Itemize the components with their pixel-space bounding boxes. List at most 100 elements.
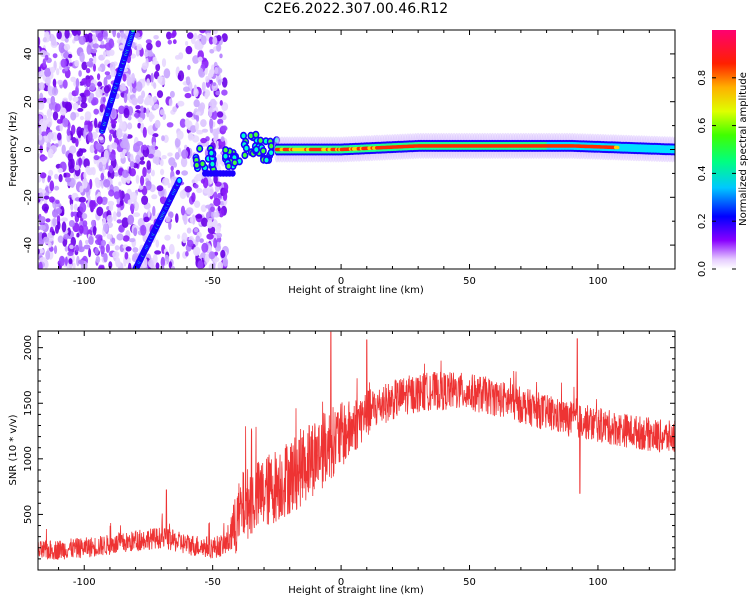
noise-speckle — [153, 103, 160, 110]
noise-speckle — [114, 172, 119, 177]
noise-speckle — [193, 32, 198, 40]
noise-speckle — [179, 118, 187, 128]
noise-speckle — [195, 214, 203, 219]
x-tick-label: -50 — [204, 577, 220, 588]
noise-speckle — [40, 156, 48, 161]
noise-speckle — [215, 90, 221, 96]
noise-speckle — [69, 244, 74, 250]
noise-speckle — [131, 72, 136, 84]
noise-speckle — [94, 247, 99, 255]
noise-speckle — [116, 219, 123, 224]
x-tick-label: 0 — [338, 276, 344, 287]
noise-speckle — [168, 243, 175, 255]
noise-speckle — [89, 82, 96, 91]
noise-speckle — [74, 164, 80, 171]
noise-speckle — [191, 135, 200, 143]
noise-speckle — [95, 88, 103, 98]
noise-speckle — [87, 32, 94, 43]
noise-speckle — [119, 86, 127, 92]
noise-speckle — [91, 219, 96, 227]
chart-title: C2E6.2022.307.00.46.R12 — [263, 1, 449, 17]
noise-speckle — [193, 88, 199, 98]
noise-speckle — [50, 36, 57, 46]
cluster-core — [237, 159, 242, 164]
cluster-core — [210, 161, 215, 167]
noise-speckle — [159, 159, 164, 167]
noise-speckle — [199, 30, 206, 34]
noise-speckle — [83, 171, 87, 179]
noise-speckle — [161, 264, 165, 269]
noise-speckle — [112, 30, 117, 38]
noise-speckle — [38, 261, 43, 269]
noise-speckle — [46, 110, 53, 116]
noise-speckle — [220, 125, 228, 132]
noise-speckle — [184, 185, 192, 193]
noise-speckle — [216, 43, 222, 52]
noise-speckle — [201, 81, 206, 92]
noise-speckle — [77, 96, 82, 102]
noise-speckle — [39, 50, 47, 58]
noise-speckle — [168, 98, 173, 107]
colorbar-tick-label: 0.8 — [697, 70, 708, 86]
noise-speckle — [201, 217, 208, 227]
noise-speckle — [155, 40, 162, 48]
colorbar-tick-label: 0.4 — [697, 165, 708, 181]
cluster-core — [232, 160, 237, 166]
noise-speckle — [95, 238, 103, 245]
noise-speckle — [213, 211, 220, 218]
noise-speckle — [39, 248, 44, 254]
noise-speckle — [58, 255, 65, 267]
noise-speckle — [220, 136, 225, 142]
noise-speckle — [45, 76, 51, 86]
noise-speckle — [152, 141, 156, 147]
noise-speckle — [140, 105, 144, 114]
noise-speckle — [142, 166, 147, 178]
noise-speckle — [103, 223, 109, 233]
noise-speckle — [72, 262, 76, 269]
noise-speckle — [81, 213, 88, 220]
noise-speckle — [122, 133, 128, 144]
noise-speckle — [175, 169, 181, 175]
noise-speckle — [39, 144, 43, 154]
noise-speckle — [88, 248, 92, 258]
noise-speckle — [139, 160, 146, 165]
noise-speckle — [219, 100, 223, 106]
noise-speckle — [44, 54, 49, 61]
colorbar-label: Normalized spectral amplitude — [738, 72, 749, 226]
noise-speckle — [74, 59, 80, 67]
snr-axes: -100 -50 0 50 100 500 1000 1500 2000 — [23, 331, 676, 588]
noise-speckle — [70, 158, 75, 169]
noise-speckle — [77, 130, 82, 139]
noise-speckle — [38, 36, 41, 47]
noise-speckle — [118, 105, 125, 115]
noise-speckle — [159, 76, 166, 86]
noise-speckle — [200, 204, 207, 213]
noise-speckle — [97, 32, 104, 42]
noise-speckle — [78, 196, 87, 203]
noise-speckle — [126, 151, 131, 159]
noise-speckle — [135, 48, 140, 57]
noise-speckle — [69, 62, 73, 67]
noise-speckle — [66, 128, 71, 136]
noise-speckle — [62, 97, 68, 102]
noise-speckle — [47, 148, 54, 159]
noise-speckle — [93, 55, 97, 65]
noise-speckle — [64, 37, 69, 43]
noise-speckle — [58, 174, 63, 183]
noise-speckle — [83, 244, 91, 250]
noise-speckle — [153, 35, 159, 40]
cluster-core — [197, 146, 202, 151]
noise-speckle — [193, 228, 199, 233]
noise-speckle — [104, 71, 111, 76]
noise-speckle — [119, 198, 124, 206]
noise-speckle — [137, 122, 142, 129]
noise-speckle — [128, 238, 136, 243]
noise-speckle — [155, 63, 161, 72]
noise-speckle — [221, 33, 228, 43]
noise-speckle — [196, 187, 203, 194]
noise-speckle — [67, 227, 71, 237]
noise-speckle — [108, 38, 115, 49]
noise-speckle — [102, 30, 109, 40]
noise-speckle — [81, 78, 88, 85]
noise-speckle — [93, 63, 96, 72]
